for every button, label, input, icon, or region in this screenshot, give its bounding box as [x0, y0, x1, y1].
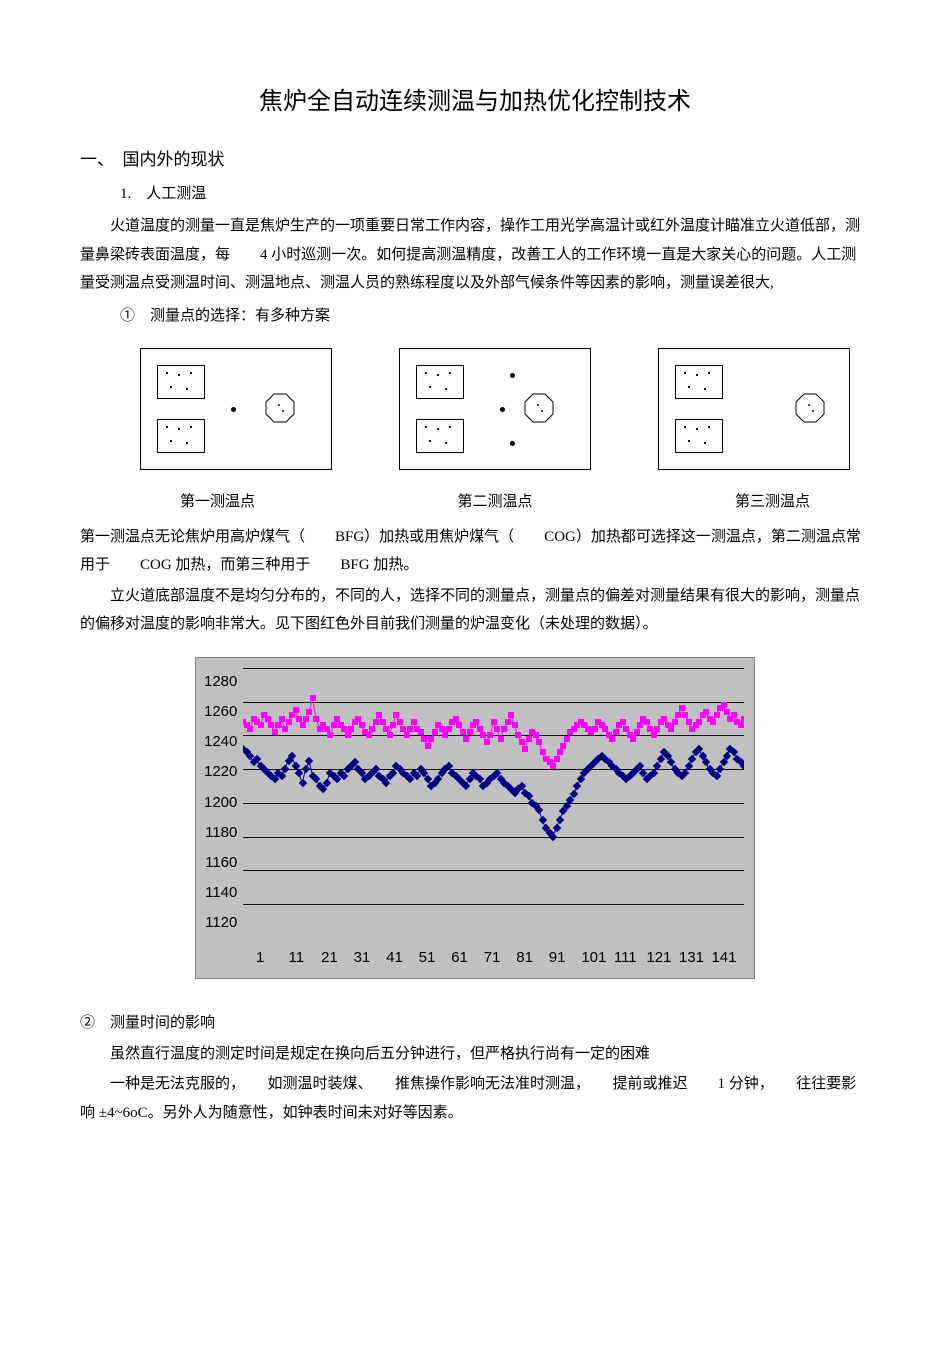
chart-y-tick: 1160 [204, 849, 237, 878]
chart-x-tick: 51 [419, 944, 452, 973]
temperature-chart: 128012601240122012001180116011401120 111… [195, 657, 755, 980]
chart-x-tick: 131 [679, 944, 712, 973]
chart-x-tick: 91 [549, 944, 582, 973]
chart-x-tick: 1 [256, 944, 289, 973]
diagram-label-3: 第三测温点 [735, 488, 810, 517]
diagram-label-2: 第二测温点 [457, 488, 532, 517]
section-1-heading: 一、 国内外的现状 [80, 144, 870, 176]
chart-y-tick: 1240 [204, 728, 237, 757]
chart-plot-area [243, 668, 744, 938]
bullet-2: ② 测量时间的影响 [80, 1009, 870, 1038]
bullet-1: ① 测量点的选择：有多种方案 [120, 302, 870, 331]
chart-x-tick: 101 [581, 944, 614, 973]
chart-y-tick: 1280 [204, 668, 237, 697]
chart-y-tick: 1140 [204, 879, 237, 908]
diagram-labels: 第一测温点 第二测温点 第三测温点 [180, 488, 810, 517]
paragraph-4: 虽然直行温度的测定时间是规定在换向后五分钟进行，但严格执行尚有一定的困难 [80, 1040, 870, 1069]
diagram-row [140, 348, 850, 470]
chart-y-tick: 1220 [204, 758, 237, 787]
chart-x-tick: 121 [646, 944, 679, 973]
chart-x-tick: 41 [386, 944, 419, 973]
paragraph-5: 一种是无法克服的， 如测温时装煤、 推焦操作影响无法准时测温， 提前或推迟 1 … [80, 1070, 870, 1127]
chart-y-tick: 1120 [204, 909, 237, 938]
chart-y-tick: 1180 [204, 819, 237, 848]
chart-x-tick: 71 [484, 944, 517, 973]
page-title: 焦炉全自动连续测温与加热优化控制技术 [80, 80, 870, 126]
chart-x-tick: 141 [711, 944, 744, 973]
paragraph-3: 立火道底部温度不是均匀分布的，不同的人，选择不同的测量点，测量点的偏差对测量结果… [80, 582, 870, 639]
chart-y-tick: 1200 [204, 789, 237, 818]
diagram-label-1: 第一测温点 [180, 488, 255, 517]
chart-x-labels: 1112131415161718191101111121131141 [204, 944, 744, 973]
chart-x-tick: 61 [451, 944, 484, 973]
paragraph-1: 火道温度的测量一直是焦炉生产的一项重要日常工作内容，操作工用光学高温计或红外温度… [80, 212, 870, 298]
page-root: 焦炉全自动连续测温与加热优化控制技术 一、 国内外的现状 1. 人工测温 火道温… [0, 0, 950, 1189]
chart-y-tick: 1260 [204, 698, 237, 727]
diagram-2 [399, 348, 591, 470]
paragraph-2: 第一测温点无论焦炉用高炉煤气（ BFG）加热或用焦炉煤气（ COG）加热都可选择… [80, 523, 870, 580]
chart-x-tick: 81 [516, 944, 549, 973]
chart-x-tick: 21 [321, 944, 354, 973]
diagram-1 [140, 348, 332, 470]
chart-x-tick: 31 [354, 944, 387, 973]
chart-x-tick: 11 [289, 944, 322, 973]
diagram-3 [658, 348, 850, 470]
section-1-1: 1. 人工测温 [120, 180, 870, 209]
chart-x-tick: 111 [614, 944, 647, 973]
chart-y-labels: 128012601240122012001180116011401120 [204, 668, 243, 938]
